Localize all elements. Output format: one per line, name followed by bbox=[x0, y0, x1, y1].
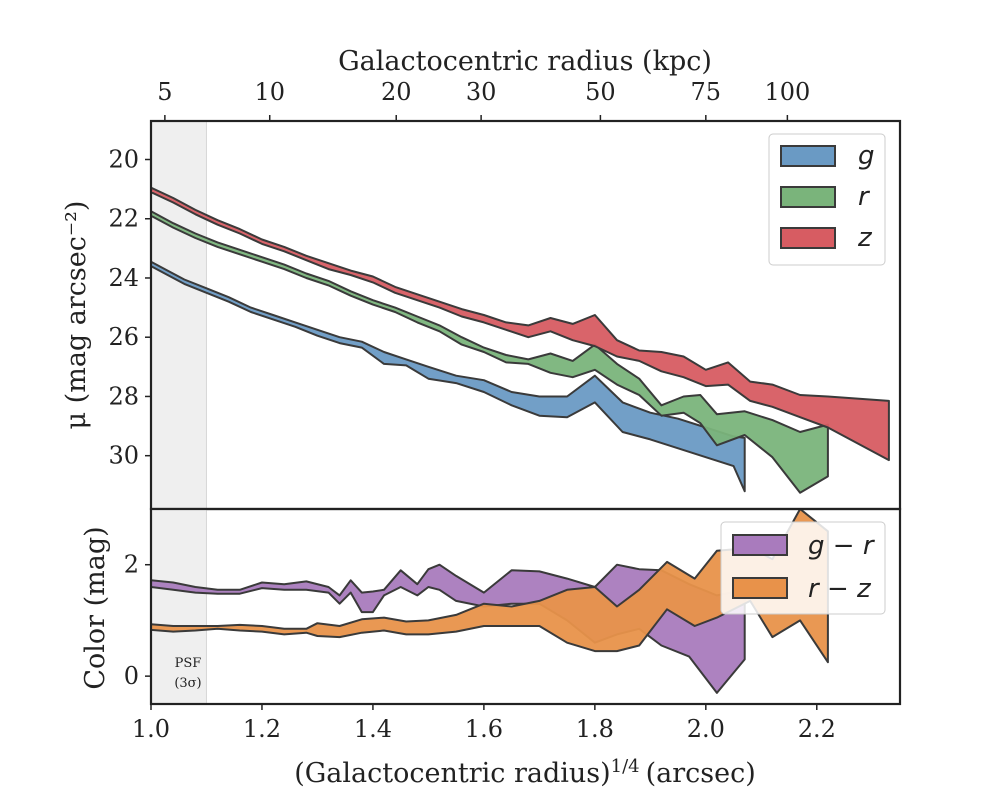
x-tick-label: 1.6 bbox=[465, 715, 503, 743]
top-y-tick-label: 24 bbox=[108, 264, 139, 292]
top-series-group bbox=[151, 186, 890, 494]
series-band-r-z bbox=[151, 509, 829, 664]
x-axis-label-unit: (arcsec) bbox=[646, 758, 756, 789]
bottom-panel: 0 2 1.0 1.2 1.4 1.6 1.8 2.0 2.2 g − r r − z bbox=[124, 507, 902, 743]
top-y-tick-label: 22 bbox=[108, 205, 139, 233]
legend-swatch-g-r bbox=[732, 534, 788, 556]
legend-label-r-z: r − z bbox=[808, 574, 872, 604]
bottom-frame bbox=[149, 507, 902, 706]
top-axis-tick-label: 20 bbox=[381, 78, 412, 106]
series-band-z bbox=[151, 186, 890, 462]
legend-label-r: r bbox=[858, 182, 871, 212]
top-y-axis-label: μ (mag arcsec⁻²) bbox=[61, 201, 92, 430]
x-axis-label-main: (Galactocentric radius) bbox=[294, 758, 610, 789]
series-band-g bbox=[151, 260, 746, 493]
top-axis-tick-label: 50 bbox=[585, 78, 616, 106]
x-tick-label: 1.8 bbox=[576, 715, 614, 743]
x-tick-label: 1.2 bbox=[243, 715, 281, 743]
legend-swatch-r-z bbox=[732, 577, 788, 599]
top-axis-tick-label: 5 bbox=[157, 78, 172, 106]
x-axis-label: (Galactocentric radius)1/4 (arcsec) bbox=[294, 756, 756, 790]
legend-swatch-z bbox=[780, 227, 836, 249]
top-axis-tick-label: 75 bbox=[691, 78, 722, 106]
top-axis-tick-label: 100 bbox=[764, 78, 810, 106]
top-y-tick-label: 26 bbox=[108, 323, 139, 351]
top-axis-tick-label: 10 bbox=[254, 78, 285, 106]
legend-label-g: g bbox=[858, 141, 875, 171]
bottom-legend: g − r r − z bbox=[720, 521, 886, 615]
x-tick-label: 1.4 bbox=[354, 715, 392, 743]
bottom-series-group bbox=[151, 509, 829, 694]
top-axis: Galactocentric radius (kpc) 5 10 20 30 50 75 1… bbox=[157, 46, 810, 121]
x-tick-label: 1.0 bbox=[132, 715, 170, 743]
x-axis-label-exponent: 1/4 bbox=[611, 756, 640, 777]
psf-annotation-line1: PSF bbox=[175, 656, 202, 671]
top-axis-tick-label: 30 bbox=[466, 78, 497, 106]
bottom-y-tick-label: 0 bbox=[124, 662, 139, 690]
bottom-y-axis-label: Color (mag) bbox=[80, 526, 111, 689]
legend-label-g-r: g − r bbox=[808, 531, 876, 561]
legend-swatch-r bbox=[780, 186, 836, 208]
legend-swatch-g bbox=[780, 145, 836, 167]
top-y-tick-label: 28 bbox=[108, 382, 139, 410]
top-panel: 20 22 24 26 28 30 grz bbox=[108, 119, 902, 511]
top-axis-label: Galactocentric radius (kpc) bbox=[338, 46, 712, 77]
x-tick-label: 2.2 bbox=[798, 715, 836, 743]
psf-annotation-line2: (3σ) bbox=[174, 676, 201, 691]
series-band-r bbox=[151, 210, 829, 494]
x-tick-label: 2.0 bbox=[687, 715, 725, 743]
bottom-psf-shade bbox=[150, 508, 207, 705]
bottom-y-tick-label: 2 bbox=[124, 551, 139, 579]
top-y-tick-label: 30 bbox=[108, 442, 139, 470]
top-psf-shade bbox=[150, 120, 207, 510]
top-y-tick-label: 20 bbox=[108, 146, 139, 174]
top-legend: grz bbox=[768, 133, 886, 266]
legend-label-z: z bbox=[857, 223, 873, 253]
